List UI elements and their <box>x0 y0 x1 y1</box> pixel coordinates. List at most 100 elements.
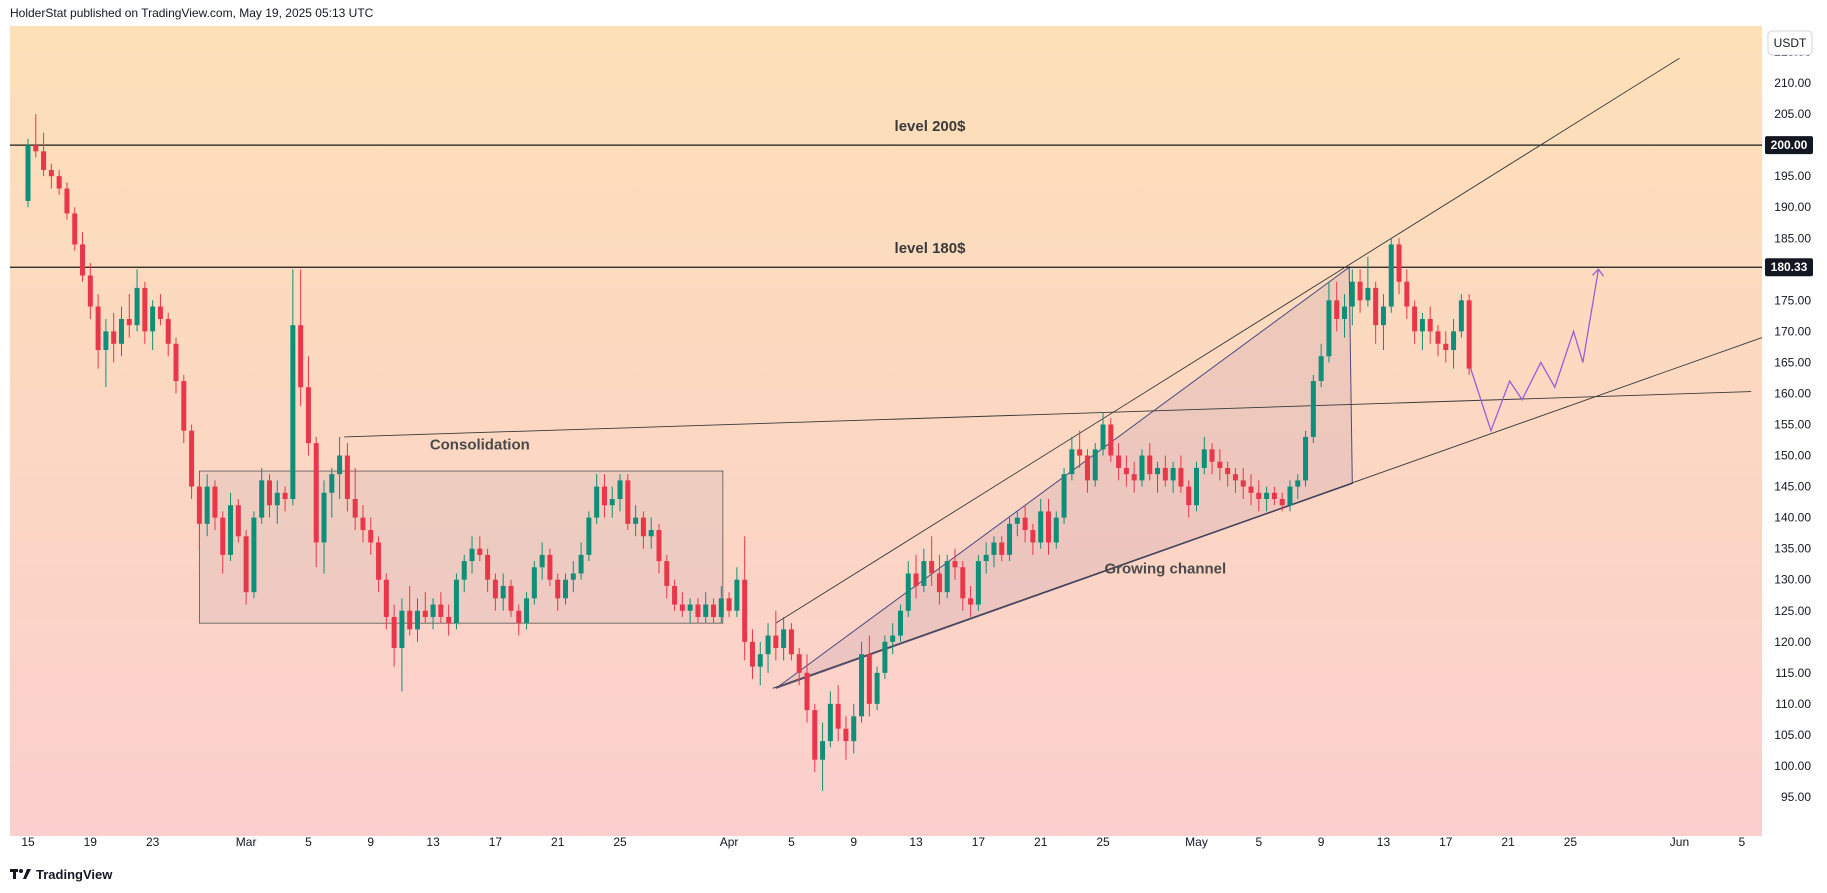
y-tick-label: 205.00 <box>1774 107 1811 121</box>
candle <box>1178 455 1184 493</box>
tradingview-footer[interactable]: TradingView <box>10 865 112 883</box>
candle <box>134 269 140 332</box>
candle <box>563 573 569 605</box>
candle <box>1380 294 1386 350</box>
candle <box>1271 486 1277 506</box>
candle <box>477 536 483 562</box>
candle <box>1342 294 1348 338</box>
candle <box>991 536 997 568</box>
candle <box>228 492 234 562</box>
currency-badge[interactable]: USDT <box>1767 30 1813 56</box>
candle <box>282 486 288 512</box>
candle <box>1225 461 1231 487</box>
y-tick-label: 130.00 <box>1774 573 1811 587</box>
price-badge-label: 200.00 <box>1771 138 1808 152</box>
y-tick-label: 170.00 <box>1774 324 1811 338</box>
candle <box>157 294 163 326</box>
candle <box>586 511 592 562</box>
candle <box>1155 461 1161 493</box>
candle <box>1419 312 1425 350</box>
candle <box>1443 331 1449 363</box>
candle <box>1053 511 1059 549</box>
chart-background <box>10 26 1762 836</box>
candle <box>1396 238 1402 295</box>
candle <box>578 542 584 580</box>
y-tick-label: 125.00 <box>1774 604 1811 618</box>
candle <box>1240 467 1246 499</box>
candle <box>1201 436 1207 475</box>
y-tick-label: 210.00 <box>1774 76 1811 90</box>
candle <box>41 132 47 177</box>
price-badge-label: 180.33 <box>1771 260 1808 274</box>
candle <box>321 480 327 574</box>
price-badge: 200.00 <box>1765 136 1813 155</box>
projection-path <box>1470 269 1600 433</box>
x-tick-label: 9 <box>367 835 374 849</box>
candle <box>633 505 639 537</box>
candle <box>87 263 93 319</box>
candle <box>695 598 701 624</box>
annotation-label: Growing channel <box>1104 561 1226 578</box>
candle <box>843 716 849 760</box>
candle <box>189 424 195 499</box>
y-tick-label: 165.00 <box>1774 355 1811 369</box>
candle <box>718 585 724 624</box>
candle <box>1123 455 1129 487</box>
x-tick-label: 9 <box>1318 835 1325 849</box>
candle <box>1295 474 1301 499</box>
candle <box>734 567 740 617</box>
x-tick-label: Mar <box>236 835 257 849</box>
candle <box>337 436 343 499</box>
candle <box>866 635 872 717</box>
candle <box>173 337 179 394</box>
candle <box>368 517 374 555</box>
x-tick-label: 23 <box>146 835 160 849</box>
candle <box>742 536 748 661</box>
x-tick-label: 9 <box>850 835 857 849</box>
candle <box>1038 499 1044 549</box>
candle <box>492 573 498 611</box>
price-chart[interactable]: 15 19 23 Mar 5 9 13 17 21 25 Apr 5 9 13 17 21 25 May 5 9 13 1… <box>0 26 1827 856</box>
candle <box>944 554 950 599</box>
candle <box>430 598 436 630</box>
y-tick-label: 95.00 <box>1781 790 1811 804</box>
candle <box>1217 449 1223 481</box>
x-tick-label: 13 <box>426 835 440 849</box>
candle <box>890 623 896 655</box>
candle <box>165 312 171 357</box>
y-tick-label: 195.00 <box>1774 169 1811 183</box>
candle <box>1310 374 1316 444</box>
candle <box>835 685 841 742</box>
candle <box>111 312 117 363</box>
candle <box>329 467 335 518</box>
currency-badge-label: USDT <box>1774 36 1807 50</box>
candle <box>703 592 709 624</box>
y-tick-label: 175.00 <box>1774 293 1811 307</box>
candle <box>672 579 678 611</box>
price-badge: 180.33 <box>1765 258 1813 277</box>
x-tick-label: 15 <box>21 835 35 849</box>
candle <box>1014 511 1020 537</box>
candle <box>687 598 693 624</box>
candle <box>453 573 459 630</box>
candle <box>251 511 257 599</box>
candle <box>1287 480 1293 512</box>
candle <box>757 641 763 686</box>
candle <box>1170 461 1176 493</box>
candle <box>1084 449 1090 493</box>
candle <box>1365 256 1371 307</box>
level-label: level 180$ <box>895 240 967 257</box>
candle <box>64 182 70 220</box>
y-tick-label: 110.00 <box>1775 697 1811 711</box>
candle <box>1147 443 1153 481</box>
candle <box>1209 443 1215 475</box>
candle <box>150 300 156 350</box>
chart-area[interactable]: 15 19 23 Mar 5 9 13 17 21 25 Apr 5 9 13 17 21 25 May 5 9 13 1… <box>0 26 1827 856</box>
candle <box>1458 294 1464 338</box>
candle <box>640 511 646 549</box>
candle <box>181 374 187 444</box>
candle <box>773 610 779 661</box>
candle <box>415 598 420 642</box>
candle <box>103 318 109 388</box>
candle <box>469 536 475 574</box>
